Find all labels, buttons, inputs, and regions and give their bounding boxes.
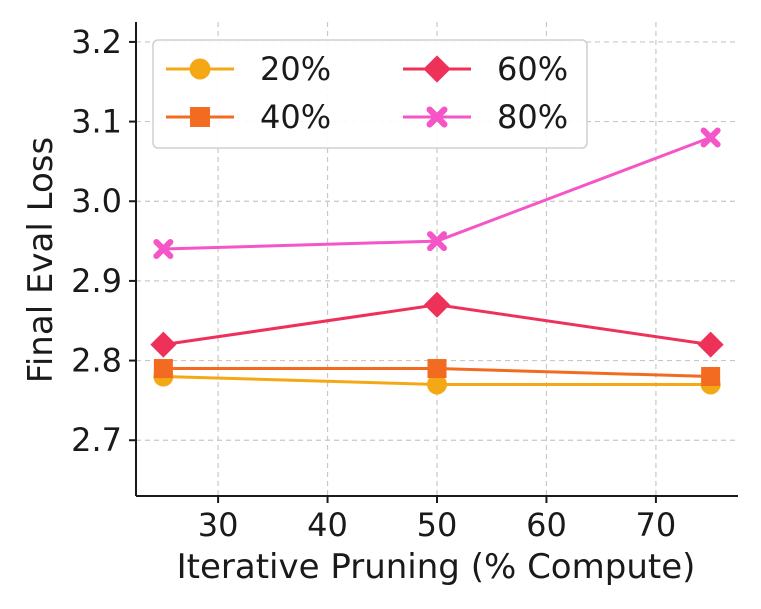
- series-group: [150, 127, 724, 395]
- data-point: [701, 367, 721, 387]
- legend-item: 80%: [403, 98, 568, 136]
- series-40-percent: [153, 359, 721, 387]
- legend-box: [152, 39, 588, 149]
- series-80-percent: [153, 127, 721, 260]
- legend-label: 40%: [260, 98, 331, 136]
- y-tick-label: 3.2: [71, 23, 122, 61]
- legend-marker-stroke: [426, 106, 448, 128]
- data-point: [153, 359, 173, 379]
- x-tick-label: 70: [636, 506, 677, 544]
- y-axis-title: Final Eval Loss: [21, 137, 61, 383]
- legend-label: 60%: [497, 50, 568, 88]
- data-point-stroke: [700, 127, 721, 148]
- legend-item: 40%: [166, 98, 331, 136]
- axes: 30 40 50 60 70 2.7 2.8 2.9 3.0 3.1 3.2: [71, 22, 738, 544]
- legend-label: 20%: [260, 50, 331, 88]
- legend-marker: [190, 107, 210, 127]
- data-point: [427, 359, 447, 379]
- data-point: [697, 331, 724, 358]
- legend-marker: [426, 106, 448, 128]
- y-tick-label: 2.9: [71, 262, 122, 300]
- x-tick-label: 60: [526, 506, 567, 544]
- data-point-stroke: [427, 231, 447, 252]
- data-point: [424, 291, 450, 318]
- data-point: [427, 231, 447, 252]
- y-tick-label: 2.7: [71, 421, 122, 459]
- legend-label: 80%: [497, 98, 568, 136]
- x-tick-label: 40: [307, 506, 348, 544]
- data-point: [150, 331, 177, 358]
- data-point: [700, 127, 721, 148]
- data-point: [427, 374, 447, 395]
- data-point-stroke: [153, 239, 174, 260]
- x-axis-title: Iterative Pruning (% Compute): [177, 547, 696, 587]
- x-tick-label: 30: [198, 506, 239, 544]
- legend: 20% 40% 60% 80%: [152, 39, 588, 149]
- y-tick-label: 3.0: [71, 182, 122, 220]
- y-tick-label: 2.8: [71, 342, 122, 380]
- series-60-percent: [150, 291, 724, 358]
- legend-marker: [189, 58, 211, 80]
- x-tick-label: 50: [417, 506, 458, 544]
- legend-item: 60%: [403, 50, 568, 88]
- legend-marker: [423, 55, 451, 83]
- data-point: [153, 239, 174, 260]
- y-tick-label: 3.1: [71, 103, 122, 141]
- legend-item: 20%: [166, 50, 331, 88]
